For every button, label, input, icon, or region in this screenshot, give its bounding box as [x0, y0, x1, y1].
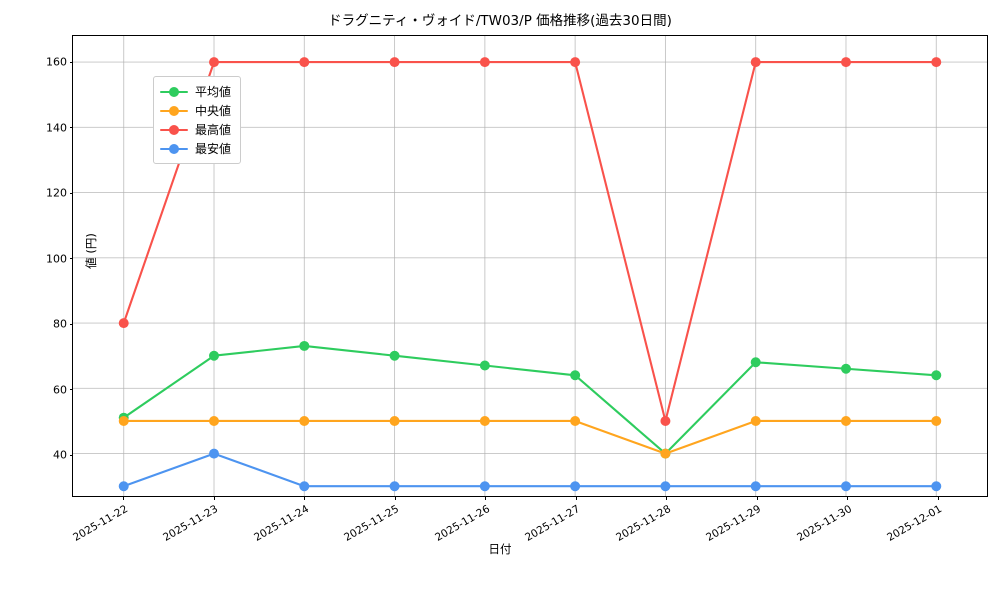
data-point [931, 57, 942, 68]
data-point [299, 481, 310, 492]
data-point [931, 415, 942, 426]
data-point [841, 363, 851, 374]
series-line [122, 452, 938, 488]
data-point [931, 370, 942, 381]
data-point [389, 481, 400, 492]
data-point [660, 415, 671, 426]
series-line [122, 344, 938, 455]
x-tick-mark [847, 496, 849, 500]
data-point [570, 57, 581, 68]
data-point [841, 415, 851, 426]
data-point [389, 57, 400, 68]
x-tick-mark [666, 496, 668, 500]
legend-item-3[interactable]: 最高値 [160, 120, 231, 139]
y-tick-mark [69, 127, 73, 129]
legend-item-label: 最安値 [195, 142, 232, 156]
x-axis-title: 日付 [488, 542, 512, 556]
y-tick-mark [69, 258, 73, 260]
data-point [841, 57, 851, 68]
data-point [750, 415, 761, 426]
data-point [299, 415, 310, 426]
legend-item-label: 平均値 [195, 85, 232, 99]
x-tick-mark [575, 496, 577, 500]
x-tick-label: 2025-11-28 [613, 503, 673, 544]
x-tick-mark [123, 496, 125, 500]
data-point [209, 415, 219, 426]
data-point [389, 350, 400, 361]
legend-swatch-icon [160, 124, 188, 136]
x-tick-label: 2025-11-22 [70, 503, 130, 544]
y-tick-mark [69, 454, 73, 456]
data-point [750, 481, 761, 492]
x-tick-mark [485, 496, 487, 500]
x-tick-label: 2025-11-27 [523, 503, 583, 544]
y-tick-label: 120 [46, 186, 67, 200]
y-tick-label: 60 [53, 383, 67, 397]
page-title: ドラグニティ・ヴォイド/TW03/P 価格推移(過去30日間) [328, 13, 672, 29]
legend-swatch-icon [160, 86, 188, 98]
x-tick-mark [304, 496, 306, 500]
x-tick-mark [394, 496, 396, 500]
legend-item-1[interactable]: 平均値 [160, 82, 231, 101]
x-tick-label: 2025-12-01 [885, 503, 945, 544]
data-point [479, 481, 490, 492]
y-tick-label: 40 [53, 448, 67, 462]
data-point [750, 57, 761, 68]
data-point [570, 481, 581, 492]
data-point [479, 415, 490, 426]
y-axis-title: 値 (円) [84, 233, 98, 269]
data-point [479, 57, 490, 68]
data-point [118, 415, 129, 426]
legend-item-2[interactable]: 中央値 [160, 101, 231, 120]
y-tick-label: 100 [46, 252, 67, 266]
data-point [660, 448, 671, 459]
x-tick-mark [756, 496, 758, 500]
x-tick-label: 2025-11-23 [161, 503, 221, 544]
x-tick-label: 2025-11-25 [342, 503, 402, 544]
y-tick-mark [69, 61, 73, 63]
y-tick-mark [69, 192, 73, 194]
x-tick-label: 2025-11-30 [794, 503, 854, 544]
x-tick-mark [937, 496, 939, 500]
data-point [570, 370, 581, 381]
series-line [122, 61, 938, 423]
legend-item-4[interactable]: 最安値 [160, 139, 231, 158]
x-tick-label: 2025-11-26 [432, 503, 492, 544]
data-point [931, 481, 942, 492]
y-tick-label: 160 [46, 55, 67, 69]
legend-item-label: 最高値 [195, 123, 232, 137]
data-series-layer [118, 57, 942, 492]
data-point [660, 481, 671, 492]
data-point [209, 350, 219, 361]
data-point [118, 481, 129, 492]
data-point [389, 415, 400, 426]
y-tick-label: 80 [53, 317, 67, 331]
data-point [118, 318, 129, 329]
plot-area: 40 60 80 100 120 140 160 2025-11-22 2025-11-23 2… [46, 35, 988, 544]
x-tick-label: 2025-11-29 [704, 503, 764, 544]
chart-legend: 平均値中央値最高値最安値 [153, 76, 242, 164]
y-tick-mark [69, 389, 73, 391]
data-point [750, 357, 761, 368]
legend-swatch-icon [160, 105, 188, 117]
data-point [479, 360, 490, 371]
x-tick-label: 2025-11-24 [251, 503, 311, 544]
y-tick-mark [69, 323, 73, 325]
y-tick-label: 140 [46, 121, 67, 135]
data-point [841, 481, 851, 492]
data-point [299, 57, 310, 68]
data-point [570, 415, 581, 426]
data-point [299, 340, 310, 351]
data-point [209, 57, 219, 68]
legend-swatch-icon [160, 143, 188, 155]
legend-item-label: 中央値 [195, 104, 232, 118]
data-point [209, 448, 219, 459]
x-tick-mark [213, 496, 215, 500]
series-line [122, 419, 938, 455]
